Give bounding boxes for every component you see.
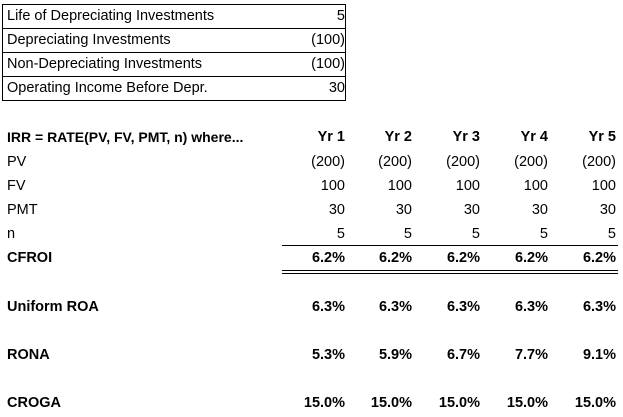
input-value-depreciating: (100) — [311, 32, 345, 48]
year-header: Yr 2 — [384, 129, 412, 145]
cfroi-value: 6.2% — [378, 250, 412, 266]
row-label-croga: CROGA — [7, 395, 61, 411]
uniform-roa-value: 6.3% — [311, 299, 345, 315]
croga-value: 15.0% — [303, 395, 345, 411]
uniform-roa-value: 6.3% — [582, 299, 616, 315]
uniform-roa-value: 6.3% — [514, 299, 548, 315]
fv-value: 100 — [320, 178, 345, 194]
cfroi-value: 6.2% — [514, 250, 548, 266]
rona-value: 6.7% — [446, 347, 480, 363]
croga-value: 15.0% — [438, 395, 480, 411]
year-header: Yr 5 — [588, 129, 616, 145]
n-value: 5 — [471, 226, 480, 242]
n-value: 5 — [336, 226, 345, 242]
uniform-roa-value: 6.3% — [446, 299, 480, 315]
input-value-life: 5 — [336, 8, 345, 24]
year-header: Yr 1 — [317, 129, 345, 145]
pmt-value: 30 — [395, 202, 412, 218]
pv-value: (200) — [378, 154, 412, 170]
input-label-life: Life of Depreciating Investments — [7, 8, 215, 24]
year-header: Yr 4 — [520, 129, 548, 145]
uniform-roa-value: 6.3% — [378, 299, 412, 315]
pv-value: (200) — [311, 154, 345, 170]
input-value-non-depreciating: (100) — [311, 56, 345, 72]
row-label-cfroi: CFROI — [7, 250, 53, 266]
pmt-value: 30 — [599, 202, 616, 218]
pv-value: (200) — [446, 154, 480, 170]
cfroi-value: 6.2% — [446, 250, 480, 266]
input-label-depreciating: Depreciating Investments — [7, 32, 171, 48]
fv-value: 100 — [523, 178, 548, 194]
rona-value: 7.7% — [514, 347, 548, 363]
row-label-n: n — [7, 226, 16, 242]
pmt-value: 30 — [328, 202, 345, 218]
croga-value: 15.0% — [370, 395, 412, 411]
pv-value: (200) — [514, 154, 548, 170]
row-label-rona: RONA — [7, 347, 50, 363]
input-value-operating-income: 30 — [328, 80, 345, 96]
row-label-pmt: PMT — [7, 202, 38, 218]
input-label-non-depreciating: Non-Depreciating Investments — [7, 56, 203, 72]
inputs-divider — [2, 28, 346, 29]
row-label-uniform-roa: Uniform ROA — [7, 299, 99, 315]
n-value: 5 — [607, 226, 616, 242]
fv-value: 100 — [591, 178, 616, 194]
input-label-operating-income: Operating Income Before Depr. — [7, 80, 208, 96]
cfroi-value: 6.2% — [582, 250, 616, 266]
croga-value: 15.0% — [506, 395, 548, 411]
inputs-divider — [2, 76, 346, 77]
double-rule-bottom — [282, 273, 618, 274]
sum-rule — [282, 245, 618, 246]
fv-value: 100 — [387, 178, 412, 194]
inputs-divider — [2, 52, 346, 53]
double-rule-top — [282, 270, 618, 271]
n-value: 5 — [539, 226, 548, 242]
pmt-value: 30 — [531, 202, 548, 218]
rona-value: 5.9% — [378, 347, 412, 363]
year-header: Yr 3 — [452, 129, 480, 145]
croga-value: 15.0% — [574, 395, 616, 411]
pv-value: (200) — [582, 154, 616, 170]
rona-value: 9.1% — [582, 347, 616, 363]
row-label-pv: PV — [7, 154, 27, 170]
table-header: IRR = RATE(PV, FV, PMT, n) where... — [7, 129, 244, 145]
fv-value: 100 — [455, 178, 480, 194]
rona-value: 5.3% — [311, 347, 345, 363]
cfroi-value: 6.2% — [311, 250, 345, 266]
row-label-fv: FV — [7, 178, 26, 194]
pmt-value: 30 — [463, 202, 480, 218]
n-value: 5 — [403, 226, 412, 242]
